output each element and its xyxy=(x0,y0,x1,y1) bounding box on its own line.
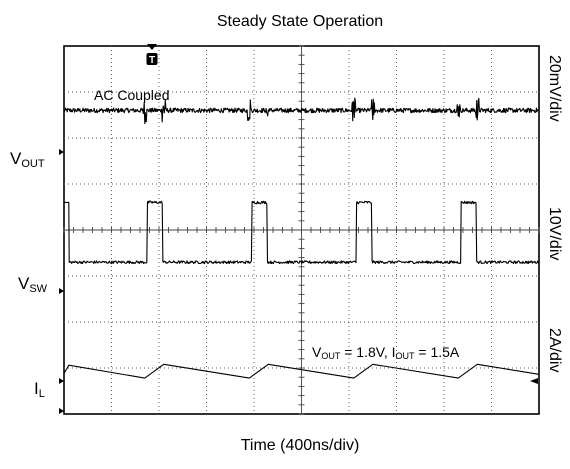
channel-marker-vout xyxy=(59,149,64,155)
trace-vsw xyxy=(64,200,540,265)
waveform-traces xyxy=(63,97,540,379)
scale-label-vout: 20mV/div xyxy=(546,55,563,122)
conditions-annotation: VOUT = 1.8V, IOUT = 1.5A xyxy=(312,344,460,361)
ground-marker-il xyxy=(59,408,64,414)
trace-vout xyxy=(63,97,540,125)
graticule xyxy=(63,45,540,415)
channel-marker-vsw xyxy=(59,288,64,294)
scale-label-vsw: 10V/div xyxy=(546,207,563,260)
trigger-level-marker xyxy=(530,378,538,384)
channel-label-il: IL xyxy=(34,379,45,400)
ac-coupled-annotation: AC Coupled xyxy=(94,87,170,103)
channel-label-vout: VOUT xyxy=(10,149,45,170)
chart-title: Steady State Operation xyxy=(217,13,383,30)
scale-label-il: 2A/div xyxy=(546,328,563,372)
channel-marker-il xyxy=(59,378,64,384)
trigger-label: T xyxy=(149,55,155,66)
x-axis-label: Time (400ns/div) xyxy=(241,437,360,454)
trace-il xyxy=(63,363,540,379)
trigger-marker: T xyxy=(146,44,158,66)
channel-label-vsw: VSW xyxy=(18,274,48,295)
